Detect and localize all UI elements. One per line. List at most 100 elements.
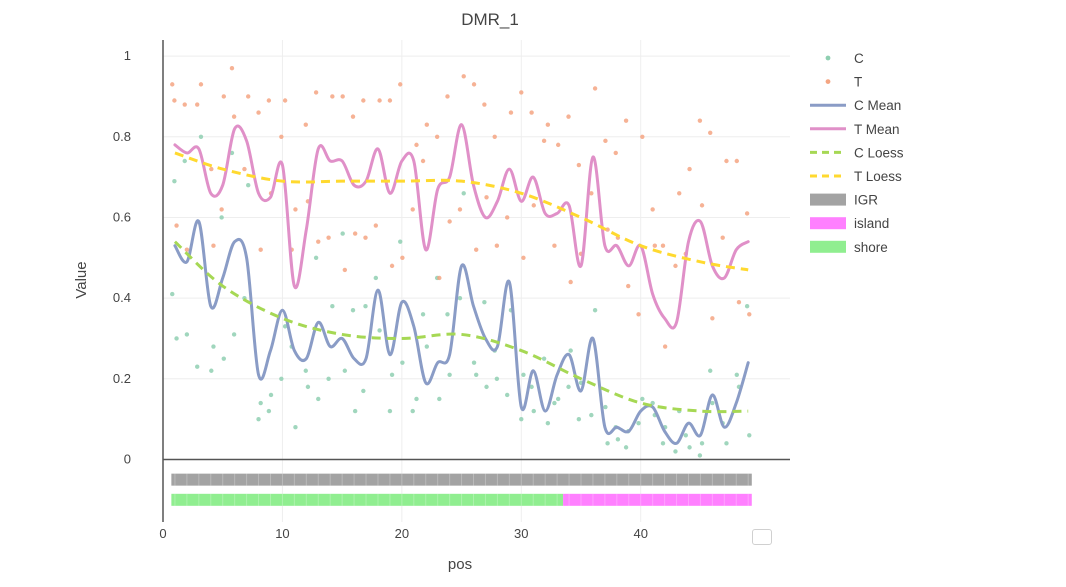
c-point — [221, 356, 226, 361]
t-point — [387, 98, 393, 103]
c-point — [710, 400, 715, 406]
legend-item-c[interactable]: C — [825, 51, 864, 66]
t-point — [420, 158, 426, 164]
legend-item-t[interactable]: T — [825, 75, 863, 90]
t-point — [198, 82, 204, 87]
legend[interactable]: CT C Mean T Mean C Loess T Loess IGR island sho… — [810, 51, 904, 255]
c-point — [724, 441, 729, 446]
c-point — [170, 291, 175, 297]
c-point — [174, 336, 179, 341]
t-point — [398, 82, 403, 87]
legend-item-igr[interactable]: IGR — [810, 193, 878, 208]
t-point — [293, 207, 298, 212]
legend-item-shore[interactable]: shore — [810, 240, 888, 255]
y-tick-label: 0.6 — [113, 209, 131, 224]
c-point — [326, 376, 331, 382]
c-point — [541, 356, 547, 361]
c-point — [420, 312, 426, 317]
t-point — [340, 94, 345, 99]
t-point — [424, 122, 430, 127]
t-point — [282, 98, 288, 103]
t-point — [720, 235, 725, 240]
c-point — [414, 396, 419, 402]
t-point — [736, 299, 742, 305]
t-point — [592, 86, 598, 91]
t-point — [626, 283, 631, 289]
axes — [162, 40, 790, 522]
t-point — [170, 82, 175, 87]
c-point — [734, 372, 739, 377]
legend-marker — [810, 240, 846, 253]
t-point — [182, 102, 187, 107]
c-point — [340, 231, 345, 236]
t-point — [744, 211, 750, 216]
t-point — [652, 243, 658, 248]
c-point — [389, 372, 395, 377]
x-tick-label: 10 — [275, 526, 289, 541]
t-point — [209, 166, 214, 172]
legend-item-c-mean[interactable]: C Mean — [810, 98, 901, 113]
t-point — [400, 255, 405, 261]
t-point — [330, 94, 335, 99]
t-point — [342, 267, 348, 273]
t-point — [258, 247, 263, 252]
x-tick-label: 30 — [514, 526, 528, 541]
c-point — [363, 304, 368, 309]
t-point — [316, 239, 321, 244]
t-point — [221, 94, 226, 99]
c-point — [258, 400, 263, 406]
c-point — [303, 368, 308, 373]
t-point — [541, 138, 547, 144]
legend-item-t-loess[interactable]: T Loess — [810, 169, 902, 184]
t-point — [447, 219, 452, 224]
t-point — [531, 203, 536, 208]
c-point — [576, 416, 582, 422]
c-point — [568, 348, 573, 353]
t-scatter-series — [170, 66, 752, 349]
t-point — [461, 74, 466, 79]
t-point — [445, 94, 450, 99]
c-point — [683, 433, 688, 438]
t-point — [457, 207, 463, 212]
legend-label: T Loess — [854, 169, 902, 184]
t-point — [242, 166, 247, 172]
c-point — [484, 384, 489, 390]
t-point — [437, 275, 442, 281]
t-point — [555, 142, 561, 148]
tick-labels: 0 10 20 30 40 0 0.2 0.4 0.6 0.8 1 — [113, 48, 648, 541]
c-point — [699, 441, 705, 446]
legend-item-t-mean[interactable]: T Mean — [810, 122, 900, 137]
t-point — [229, 66, 235, 71]
c-point — [313, 255, 319, 261]
c-point — [494, 376, 500, 382]
legend-label: island — [854, 216, 889, 231]
c-point — [531, 408, 536, 414]
c-point — [211, 344, 216, 349]
c-point — [293, 425, 298, 430]
t-point — [279, 134, 284, 140]
t-point — [660, 243, 666, 248]
legend-item-c-loess[interactable]: C Loess — [810, 145, 904, 160]
chart-title: DMR_1 — [461, 10, 519, 29]
t-point — [640, 134, 645, 140]
t-point — [492, 134, 497, 140]
t-loess-line — [174, 151, 749, 272]
c-point — [747, 433, 752, 438]
t-point — [484, 195, 489, 200]
c-point — [566, 384, 571, 390]
t-point — [636, 312, 641, 317]
c-point — [603, 404, 608, 410]
c-point — [410, 408, 415, 414]
t-point — [508, 110, 514, 115]
c-point — [640, 396, 645, 402]
x-axis-title: pos — [448, 556, 472, 573]
y-axis-title: Value — [73, 261, 90, 298]
t-point — [697, 118, 703, 123]
c-point — [521, 372, 526, 377]
c-point — [172, 178, 177, 184]
c-point — [687, 445, 692, 450]
t-point — [172, 98, 177, 103]
legend-item-island[interactable]: island — [810, 216, 889, 231]
c-point — [697, 453, 703, 458]
legend-marker — [825, 79, 831, 84]
